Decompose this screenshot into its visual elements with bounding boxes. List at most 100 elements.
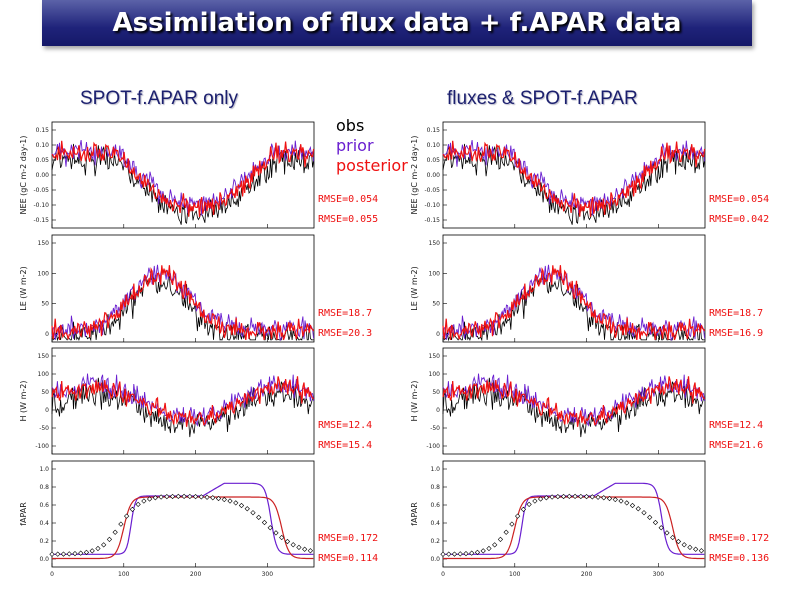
rmse-label-4-1: RMSE=0.042 bbox=[709, 214, 769, 225]
obs-marker-7-72 bbox=[492, 542, 498, 548]
column-title-right: fluxes & SPOT-f.APAR bbox=[447, 88, 638, 109]
y-tick-label-5-1: 100 bbox=[429, 270, 441, 277]
y-tick-label-7-5: 0.0 bbox=[430, 556, 440, 563]
obs-marker-3-88 bbox=[112, 529, 118, 535]
y-tick-label-1-1: 100 bbox=[38, 270, 50, 277]
x-tick-label-3-0: 0 bbox=[50, 571, 54, 578]
obs-marker-3-0 bbox=[49, 551, 55, 557]
obs-marker-7-8 bbox=[446, 551, 452, 557]
obs-marker-3-24 bbox=[66, 551, 72, 557]
obs-marker-3-224 bbox=[210, 495, 216, 501]
legend-obs: obs bbox=[336, 116, 365, 135]
obs-marker-3-16 bbox=[60, 551, 67, 557]
obs-marker-3-160 bbox=[164, 494, 170, 500]
y-axis-label-7: fAPAR bbox=[410, 502, 419, 526]
rmse-label-6-0: RMSE=12.4 bbox=[709, 420, 763, 431]
rmse-label-1-1: RMSE=20.3 bbox=[318, 328, 372, 339]
obs-marker-3-328 bbox=[284, 538, 291, 545]
y-tick-label-7-2: 0.6 bbox=[430, 502, 440, 509]
plot-frame-0 bbox=[51, 121, 315, 229]
y-tick-label-3-4: 0.2 bbox=[39, 538, 49, 545]
obs-marker-7-32 bbox=[463, 551, 469, 557]
obs-marker-3-336 bbox=[290, 542, 296, 548]
obs-marker-3-104 bbox=[124, 513, 130, 519]
obs-marker-3-56 bbox=[89, 548, 95, 554]
x-tick-label-7-3: 300 bbox=[653, 571, 665, 578]
y-tick-label-4-0: 0.15 bbox=[427, 127, 441, 134]
y-tick-label-4-6: -0.15 bbox=[424, 217, 440, 224]
obs-marker-3-144 bbox=[152, 495, 158, 501]
x-tick-label-7-1: 100 bbox=[509, 571, 521, 578]
obs-marker-3-176 bbox=[175, 493, 181, 499]
obs-marker-3-248 bbox=[227, 498, 233, 504]
y-tick-label-0-3: 0.00 bbox=[36, 172, 50, 179]
obs-marker-7-312 bbox=[664, 530, 670, 536]
series-posterior-1 bbox=[51, 265, 315, 341]
legend-posterior: posterior bbox=[336, 156, 408, 175]
y-tick-label-6-3: 0 bbox=[436, 407, 440, 414]
slide-title: Assimilation of flux data + f.APAR data bbox=[112, 8, 682, 38]
x-tick-label-3-3: 300 bbox=[262, 571, 274, 578]
column-title-left: SPOT-f.APAR only bbox=[80, 88, 239, 109]
y-tick-label-2-5: -100 bbox=[35, 443, 49, 450]
obs-marker-7-192 bbox=[578, 493, 584, 500]
y-tick-label-3-2: 0.6 bbox=[39, 502, 49, 509]
y-tick-label-6-2: 50 bbox=[432, 389, 440, 396]
obs-marker-7-56 bbox=[480, 548, 486, 554]
obs-marker-3-344 bbox=[296, 544, 302, 550]
y-tick-label-4-5: -0.10 bbox=[424, 202, 440, 209]
obs-marker-3-168 bbox=[169, 493, 176, 500]
plot-frame-2 bbox=[51, 347, 315, 455]
series-posterior-0 bbox=[51, 140, 315, 217]
series-posterior-4 bbox=[442, 140, 706, 217]
obs-marker-3-280 bbox=[250, 510, 256, 516]
rmse-label-0-1: RMSE=0.055 bbox=[318, 214, 378, 225]
obs-marker-3-128 bbox=[141, 498, 147, 504]
rmse-label-6-1: RMSE=21.6 bbox=[709, 440, 763, 451]
y-tick-label-7-0: 1.0 bbox=[430, 466, 440, 473]
y-axis-label-6: H (W m-2) bbox=[410, 380, 419, 421]
series-obs-2 bbox=[51, 377, 314, 438]
y-tick-label-2-3: 0 bbox=[45, 407, 49, 414]
obs-marker-3-208 bbox=[198, 494, 204, 500]
rmse-label-4-0: RMSE=0.054 bbox=[709, 194, 769, 205]
x-tick-label-7-0: 0 bbox=[441, 571, 445, 578]
y-tick-label-1-0: 150 bbox=[38, 240, 50, 247]
obs-marker-3-112 bbox=[129, 506, 136, 512]
obs-marker-3-232 bbox=[215, 495, 222, 502]
obs-marker-3-152 bbox=[158, 494, 164, 500]
obs-marker-7-128 bbox=[532, 498, 538, 504]
x-tick-label-3-2: 200 bbox=[190, 571, 202, 578]
obs-marker-3-64 bbox=[95, 545, 101, 552]
obs-marker-3-96 bbox=[118, 521, 124, 527]
y-tick-label-2-2: 50 bbox=[41, 389, 49, 396]
obs-marker-3-216 bbox=[204, 494, 210, 500]
obs-marker-3-136 bbox=[146, 496, 153, 502]
series-posterior-2 bbox=[51, 376, 315, 427]
obs-marker-3-256 bbox=[233, 500, 239, 506]
obs-marker-3-264 bbox=[238, 502, 245, 509]
title-bar: Assimilation of flux data + f.APAR data bbox=[42, 0, 752, 46]
y-axis-label-3: fAPAR bbox=[19, 502, 28, 526]
obs-marker-7-104 bbox=[515, 513, 521, 519]
y-tick-label-1-2: 50 bbox=[41, 301, 49, 308]
y-tick-label-4-4: -0.05 bbox=[424, 187, 440, 194]
obs-marker-3-360 bbox=[307, 548, 314, 554]
y-tick-label-0-6: -0.15 bbox=[33, 217, 49, 224]
y-tick-label-2-4: -50 bbox=[39, 425, 49, 432]
y-tick-label-3-0: 1.0 bbox=[39, 466, 49, 473]
rmse-label-1-0: RMSE=18.7 bbox=[318, 308, 372, 319]
obs-marker-7-176 bbox=[566, 493, 572, 499]
y-tick-label-0-0: 0.15 bbox=[36, 127, 50, 134]
obs-marker-7-144 bbox=[543, 495, 549, 501]
obs-marker-7-288 bbox=[647, 514, 653, 520]
rmse-label-7-1: RMSE=0.136 bbox=[709, 553, 769, 564]
y-tick-label-6-1: 100 bbox=[429, 371, 441, 378]
obs-marker-3-40 bbox=[78, 550, 84, 556]
y-tick-label-5-3: 0 bbox=[436, 331, 440, 338]
obs-marker-7-80 bbox=[497, 536, 504, 543]
rmse-label-7-0: RMSE=0.172 bbox=[709, 533, 769, 544]
y-tick-label-0-4: -0.05 bbox=[33, 187, 49, 194]
obs-marker-7-0 bbox=[440, 551, 446, 557]
obs-marker-7-248 bbox=[618, 498, 624, 504]
